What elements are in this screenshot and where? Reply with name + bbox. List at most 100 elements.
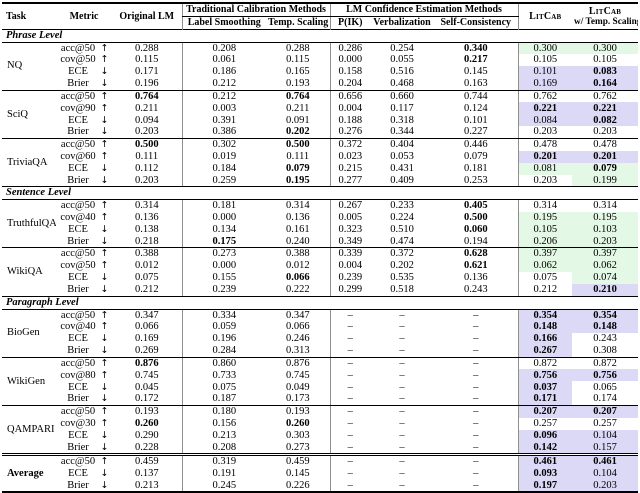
value-cell: 0.037: [517, 381, 573, 394]
value-cell: 0.184: [181, 162, 266, 175]
value-cell: 0.171: [517, 393, 573, 406]
value-cell: 0.194: [434, 235, 519, 249]
value-cell: 0.202: [390, 260, 414, 272]
value-cell: –: [473, 467, 479, 479]
metric-cell: Brier: [56, 235, 98, 249]
metric-cell: Brier: [56, 441, 98, 456]
metric-cell: cov@60: [60, 150, 96, 162]
down-arrow-icon: ↓: [100, 66, 109, 78]
metric-cell: cov@30: [60, 417, 96, 429]
task-cell: Average: [2, 453, 56, 493]
value-cell: 0.004: [329, 259, 371, 272]
value-cell: 0.115: [286, 54, 310, 66]
value-cell: 0.756: [572, 369, 639, 382]
task-cell: TriviaQA: [2, 138, 56, 188]
value-cell: 0.055: [390, 54, 414, 66]
value-cell: 0.273: [266, 441, 331, 456]
value-cell: 0.224: [390, 211, 414, 223]
value-cell: 0.872: [517, 357, 573, 370]
task-cell: TruthfulQA: [2, 199, 56, 249]
value-cell: –: [329, 357, 371, 370]
value-cell: 0.164: [572, 78, 639, 91]
value-cell: 0.386: [181, 126, 266, 139]
value-cell: 0.257: [517, 417, 573, 430]
value-cell: 0.354: [572, 309, 639, 322]
value-cell: 0.354: [517, 309, 573, 322]
value-cell: 0.207: [572, 405, 639, 418]
metric-cell: cov@40: [60, 211, 96, 223]
value-cell: 0.323: [329, 223, 371, 236]
value-cell: 0.000: [181, 211, 266, 224]
value-cell: 0.203: [572, 126, 639, 139]
value-cell: 0.314: [593, 200, 617, 212]
value-cell: 0.459: [112, 453, 182, 468]
value-cell: 0.260: [134, 417, 159, 429]
value-cell: 0.202: [266, 126, 331, 139]
down-arrow-icon: ↓: [98, 479, 112, 493]
section-row: Sentence Level: [2, 186, 639, 201]
value-cell: 0.397: [572, 247, 639, 260]
value-cell: 0.388: [285, 248, 310, 260]
col-header-temp-scaling: Temp. Scaling: [268, 16, 329, 28]
value-cell: 0.215: [329, 162, 371, 175]
value-cell: 0.240: [266, 235, 331, 249]
value-cell: 0.203: [112, 126, 182, 139]
value-cell: –: [399, 333, 405, 345]
metric-cell: cov@50: [60, 54, 96, 66]
value-cell: 0.180: [181, 405, 266, 418]
metric-cell: Brier: [56, 126, 98, 139]
value-cell: –: [329, 393, 371, 406]
table-row: Brier ↓ 0.269 0.284 0.313– – –0.267 0.308: [2, 345, 639, 358]
value-cell: –: [329, 381, 371, 394]
value-cell: 0.621: [463, 260, 488, 272]
down-arrow-icon: ↓: [98, 78, 112, 91]
down-arrow-icon: ↓: [100, 162, 109, 174]
value-cell: 0.446: [463, 138, 488, 150]
table-row: Brier ↓ 0.213 0.245 0.226– – –0.197 0.203: [2, 479, 639, 493]
metric-cell: Brier: [56, 345, 98, 358]
value-cell: 0.105: [593, 54, 617, 66]
value-cell: 0.012: [285, 260, 310, 272]
value-cell: 0.083: [572, 66, 639, 79]
table-row: WikiQA acc@50 ↑ 0.388 0.273 0.388 0.339 0.372 0.…: [2, 247, 639, 297]
value-cell: –: [329, 441, 371, 456]
value-cell: –: [329, 417, 371, 430]
value-cell: 0.188: [329, 114, 371, 127]
value-cell: 0.210: [572, 283, 639, 297]
value-cell: 0.117: [390, 102, 414, 114]
value-cell: –: [434, 479, 519, 493]
value-cell: 0.313: [266, 345, 331, 358]
col-header-task: Task: [6, 10, 27, 22]
value-cell: 0.066: [285, 321, 310, 333]
section-label: Sentence Level: [2, 186, 639, 201]
value-cell: 0.756: [517, 369, 573, 382]
col-header-metric: Metric: [69, 10, 99, 22]
value-cell: 0.347: [285, 309, 310, 321]
metric-cell: acc@50: [60, 90, 96, 102]
value-cell: 0.269: [112, 345, 182, 358]
value-cell: 0.286: [329, 42, 371, 55]
value-cell: –: [473, 369, 479, 381]
value-cell: 0.158: [329, 66, 371, 79]
down-arrow-icon: ↓: [98, 235, 112, 249]
value-cell: 0.203: [112, 174, 182, 188]
down-arrow-icon: ↓: [98, 393, 112, 406]
task-cell: SciQ: [2, 90, 56, 139]
value-cell: 0.193: [266, 78, 331, 91]
value-cell: 0.171: [134, 66, 159, 78]
metric-cell: acc@50: [60, 42, 96, 54]
value-cell: 0.195: [517, 211, 573, 224]
value-cell: 0.221: [572, 102, 639, 115]
up-arrow-icon: ↑: [100, 150, 109, 162]
up-arrow-icon: ↑: [100, 138, 109, 150]
table-row: cov@50 ↑ 0.115 0.061 0.115 0.000 0.055 0.217 0.1…: [2, 54, 638, 67]
value-cell: 0.062: [517, 259, 573, 272]
value-cell: 0.391: [181, 114, 266, 127]
col-header-label-smoothing: Label Smoothing: [181, 16, 266, 30]
metric-cell: Brier: [56, 283, 98, 297]
metric-cell: ECE: [68, 429, 88, 441]
value-cell: 0.273: [181, 247, 266, 260]
value-cell: 0.136: [463, 272, 488, 284]
value-cell: 0.084: [517, 114, 573, 127]
value-cell: 0.290: [134, 429, 159, 441]
